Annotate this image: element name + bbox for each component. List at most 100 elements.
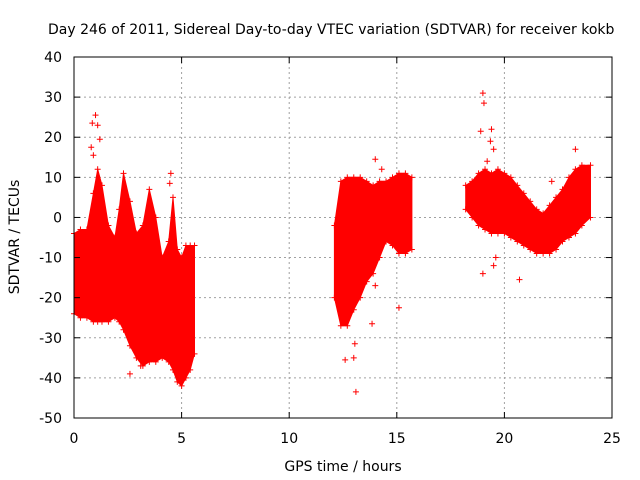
data-point	[480, 100, 487, 107]
data-point-lower	[357, 294, 364, 301]
data-point-upper	[533, 206, 540, 213]
data-point-upper	[337, 178, 344, 185]
data-point-lower	[182, 374, 189, 381]
data-point	[166, 180, 173, 187]
data-point-upper	[105, 222, 112, 229]
data-point	[351, 340, 358, 347]
data-point-upper	[587, 162, 594, 169]
data-point-upper	[126, 198, 133, 205]
data-point	[479, 270, 486, 277]
data-point	[372, 282, 379, 289]
data-point-lower	[169, 366, 176, 373]
data-point-upper	[90, 190, 97, 197]
data-point-lower	[376, 254, 383, 261]
x-axis: 0 5 10 15 20 25	[70, 57, 621, 447]
data-point-lower	[111, 314, 118, 321]
y-axis: -50 -40 -30 -20 -10 0 10 20 30 40	[39, 50, 612, 427]
data-point	[369, 320, 376, 327]
data-point-upper	[178, 254, 185, 261]
data-point-lower	[514, 238, 521, 245]
x-tick-label: 25	[603, 431, 621, 447]
data-point	[395, 304, 402, 311]
data-point-lower	[408, 246, 415, 253]
data-point-upper	[94, 166, 101, 173]
data-point-lower	[350, 306, 357, 313]
data-series	[71, 90, 594, 395]
data-point-upper	[514, 182, 521, 189]
data-point-lower	[546, 250, 553, 257]
data-point	[94, 122, 101, 129]
data-point-lower	[587, 214, 594, 221]
data-point-lower	[527, 246, 534, 253]
data-point	[92, 112, 99, 119]
data-point-lower	[370, 270, 377, 277]
data-point-upper	[578, 162, 585, 169]
data-point-upper	[376, 178, 383, 185]
data-point	[88, 144, 95, 151]
data-point-upper	[331, 222, 338, 229]
data-point-lower	[191, 350, 198, 357]
y-tick-label: -40	[39, 371, 62, 387]
data-point-upper	[408, 174, 415, 181]
data-point-lower	[116, 318, 123, 325]
data-point-upper	[488, 170, 495, 177]
y-tick-label: -30	[39, 331, 62, 347]
data-point-upper	[152, 214, 159, 221]
data-point-lower	[152, 358, 159, 365]
data-band	[333, 172, 413, 327]
data-point-upper	[507, 174, 514, 181]
data-point	[90, 152, 97, 159]
data-point-lower	[146, 358, 153, 365]
data-point-lower	[98, 318, 105, 325]
data-point-lower	[520, 242, 527, 249]
data-point-upper	[165, 238, 172, 245]
data-point-upper	[146, 186, 153, 193]
data-point	[572, 146, 579, 153]
data-point-upper	[565, 174, 572, 181]
data-point-lower	[501, 230, 508, 237]
data-band	[73, 168, 195, 387]
data-point-upper	[344, 174, 351, 181]
data-point-lower	[120, 326, 127, 333]
data-point	[342, 356, 349, 363]
data-point	[490, 146, 497, 153]
data-point-lower	[507, 234, 514, 241]
data-point-lower	[383, 238, 390, 245]
data-point-upper	[370, 182, 377, 189]
data-point-lower	[133, 354, 140, 361]
data-point-lower	[482, 226, 489, 233]
data-point-lower	[402, 250, 409, 257]
data-point	[372, 156, 379, 163]
data-point-upper	[462, 182, 469, 189]
y-tick-label: 40	[44, 50, 62, 66]
chart-title: Day 246 of 2011, Sidereal Day-to-day VTE…	[48, 22, 614, 38]
data-point	[89, 120, 96, 127]
data-point	[492, 254, 499, 261]
y-tick-label: -10	[39, 251, 62, 267]
data-point-upper	[553, 194, 560, 201]
data-point-upper	[527, 198, 534, 205]
y-tick-label: -20	[39, 291, 62, 307]
plot-frame	[73, 56, 613, 419]
data-point-lower	[337, 322, 344, 329]
data-segment	[71, 166, 198, 389]
data-point	[352, 388, 359, 395]
data-point-lower	[83, 314, 90, 321]
data-point-lower	[331, 294, 338, 301]
data-point	[137, 362, 144, 369]
data-point-upper	[139, 222, 146, 229]
data-point-lower	[475, 222, 482, 229]
data-band	[465, 164, 591, 254]
data-point-upper	[395, 170, 402, 177]
data-point-upper	[77, 226, 84, 233]
data-point-lower	[165, 358, 172, 365]
data-point-upper	[83, 226, 90, 233]
y-tick-label: 10	[44, 170, 62, 186]
data-point	[350, 354, 357, 361]
data-point-lower	[578, 222, 585, 229]
data-point-lower	[159, 354, 166, 361]
data-point-upper	[133, 230, 140, 237]
data-point-lower	[462, 206, 469, 213]
data-point-lower	[469, 214, 476, 221]
y-axis-label: SDTVAR / TECUs	[7, 180, 23, 295]
